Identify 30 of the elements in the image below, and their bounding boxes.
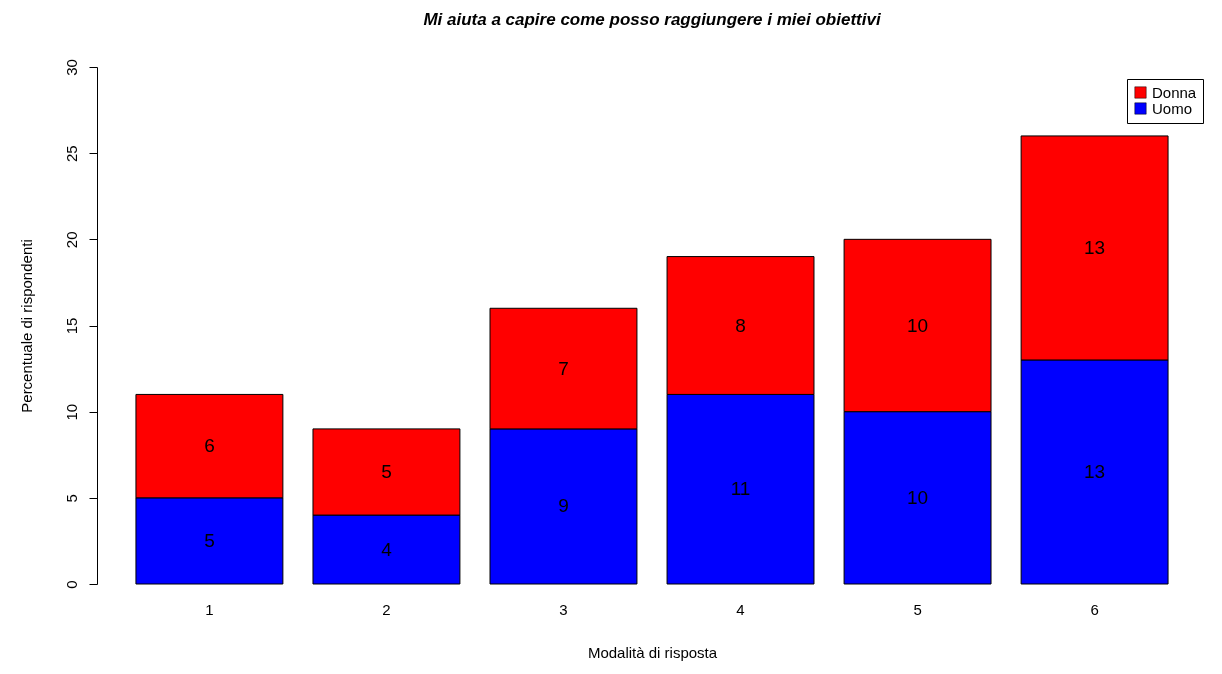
y-tick-label: 30 <box>62 59 80 76</box>
data-label: 4 <box>381 538 393 560</box>
data-label: 13 <box>1084 236 1106 258</box>
y-axis-title: Percentuale di rispondenti <box>17 239 35 413</box>
x-axis-title: Modalità di risposta <box>587 643 718 661</box>
data-label: 13 <box>1084 460 1106 482</box>
y-tick-label: 15 <box>62 317 80 335</box>
y-tick-label: 25 <box>62 145 80 163</box>
data-label: 5 <box>381 460 392 482</box>
x-tick-label: 5 <box>913 600 922 618</box>
data-label: 7 <box>558 357 569 379</box>
legend-label: Donna <box>1152 83 1197 101</box>
data-label: 6 <box>204 435 215 457</box>
chart-title: Mi aiuta a capire come posso raggiungere i miei obiettivi <box>423 9 882 29</box>
x-tick-label: 2 <box>382 600 391 618</box>
y-tick-label: 20 <box>62 231 80 249</box>
x-tick-label: 4 <box>736 600 745 618</box>
data-label: 8 <box>735 314 746 336</box>
data-label: 9 <box>558 495 569 517</box>
x-tick-label: 3 <box>559 600 568 618</box>
y-tick-label: 5 <box>62 494 80 503</box>
x-tick-label: 6 <box>1090 600 1099 618</box>
data-label: 11 <box>730 478 751 500</box>
x-tick-label: 1 <box>205 600 214 618</box>
data-label: 10 <box>906 486 929 508</box>
data-label: 5 <box>204 529 215 551</box>
y-tick-label: 0 <box>62 580 80 589</box>
y-tick-label: 10 <box>62 403 80 421</box>
legend-label: Uomo <box>1152 99 1193 117</box>
data-label: 10 <box>906 314 929 336</box>
